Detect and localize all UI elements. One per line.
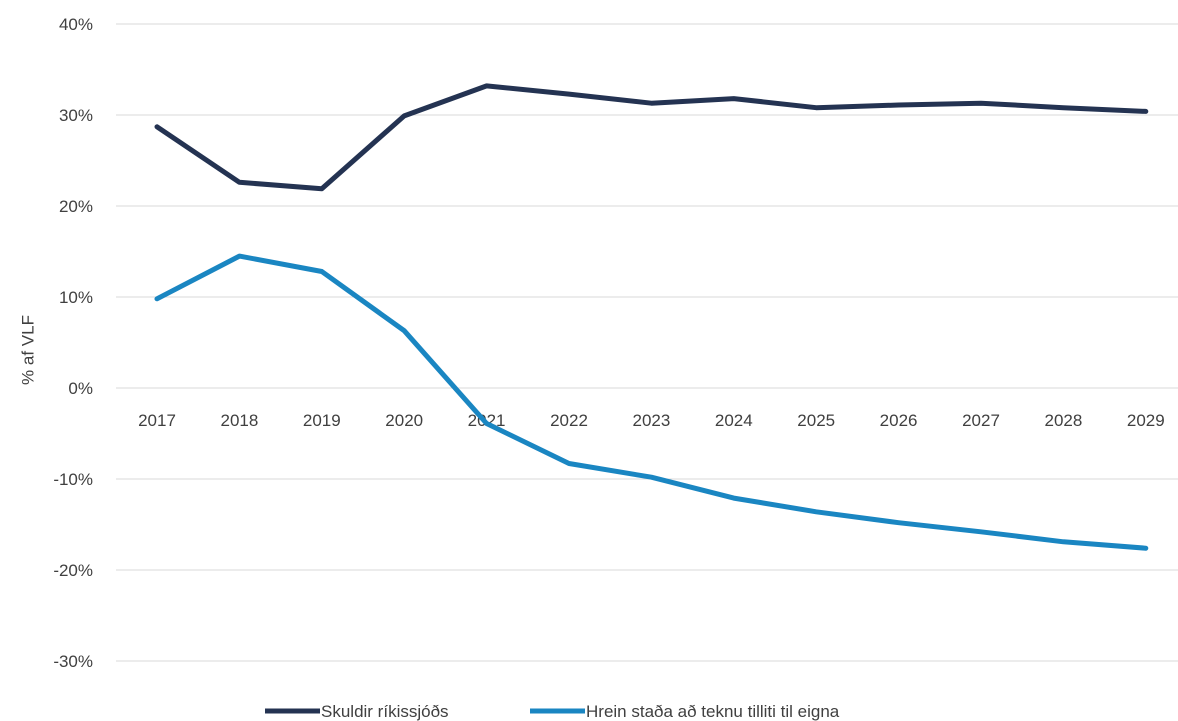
x-tick-label: 2022 <box>550 411 588 430</box>
legend: Skuldir ríkissjóðs Hrein staða að teknu t… <box>265 702 840 721</box>
x-tick-label: 2019 <box>303 411 341 430</box>
x-tick-label: 2028 <box>1044 411 1082 430</box>
x-tick-label: 2025 <box>797 411 835 430</box>
x-tick-label: 2023 <box>632 411 670 430</box>
y-tick-label: -20% <box>53 561 93 580</box>
gridlines <box>116 23 1178 662</box>
x-tick-label: 2020 <box>385 411 423 430</box>
y-tick-label: 0% <box>68 379 93 398</box>
y-tick-label: 30% <box>59 106 93 125</box>
x-axis-tick-labels: 2017 2018 2019 2020 2021 2022 2023 2024 2025 2026… <box>138 411 1165 430</box>
x-tick-label: 2024 <box>715 411 753 430</box>
y-axis-tick-labels: -30% -20% -10% 0% 10% 20% 30% 40% <box>53 15 93 671</box>
y-axis-title: % af VLF <box>18 315 37 385</box>
x-tick-label: 2017 <box>138 411 176 430</box>
series-line-1 <box>154 83 1149 192</box>
x-tick-label: 2026 <box>880 411 918 430</box>
x-tick-label: 2027 <box>962 411 1000 430</box>
y-tick-label: 10% <box>59 288 93 307</box>
series-lines <box>154 83 1149 551</box>
x-tick-label: 2029 <box>1127 411 1165 430</box>
legend-label: Hrein staða að teknu tilliti til eigna <box>586 702 840 721</box>
y-tick-label: 40% <box>59 15 93 34</box>
legend-label: Skuldir ríkissjóðs <box>321 702 449 721</box>
y-tick-label: 20% <box>59 197 93 216</box>
y-tick-label: -10% <box>53 470 93 489</box>
y-tick-label: -30% <box>53 652 93 671</box>
x-tick-label: 2018 <box>220 411 258 430</box>
series-line-2 <box>154 253 1149 551</box>
